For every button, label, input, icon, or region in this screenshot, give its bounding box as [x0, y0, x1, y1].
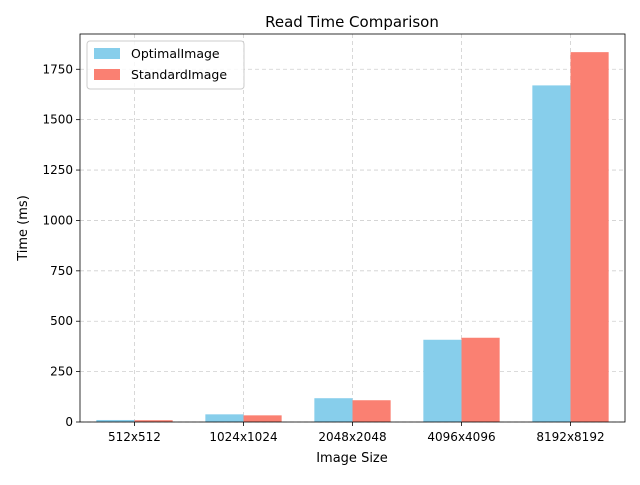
x-axis-label: Image Size: [316, 451, 388, 466]
x-tick-label: 4096x4096: [427, 430, 495, 444]
y-tick-label: 500: [50, 314, 73, 328]
bar-optimalimage-8192x8192: [532, 85, 571, 422]
bar-optimalimage-1024x1024: [205, 414, 244, 422]
x-tick-label: 2048x2048: [318, 430, 386, 444]
y-tick-label: 750: [50, 264, 73, 278]
y-tick-label: 1250: [42, 163, 73, 177]
x-tick-label: 1024x1024: [209, 430, 277, 444]
y-tick-label: 0: [65, 415, 73, 429]
bar-optimalimage-4096x4096: [423, 339, 462, 422]
legend-label-standard: StandardImage: [131, 67, 227, 82]
x-tick-label: 512x512: [108, 430, 161, 444]
chart-title: Read Time Comparison: [265, 13, 439, 31]
legend-swatch-optimal: [94, 48, 120, 59]
bar-standardimage-4096x4096: [461, 337, 500, 422]
legend-swatch-standard: [94, 69, 120, 80]
y-tick-label: 250: [50, 365, 73, 379]
y-axis-label: Time (ms): [16, 195, 31, 262]
bar-optimalimage-512x512: [96, 419, 135, 422]
bar-standardimage-1024x1024: [243, 415, 282, 422]
legend: OptimalImage StandardImage: [86, 40, 245, 90]
bar-standardimage-2048x2048: [352, 400, 391, 422]
bar-standardimage-8192x8192: [570, 52, 609, 422]
legend-label-optimal: OptimalImage: [131, 46, 220, 61]
bar-optimalimage-2048x2048: [314, 398, 353, 422]
legend-frame: [86, 40, 245, 90]
x-axis: 512x512 1024x1024 2048x2048 4096x4096 8192x8…: [108, 422, 605, 444]
x-tick-label: 8192x8192: [536, 430, 604, 444]
y-tick-label: 1750: [42, 62, 73, 76]
y-tick-label: 1000: [42, 213, 73, 227]
y-axis: 0 250 500 750 1000 1250 1500 1750: [42, 62, 80, 429]
y-tick-label: 1500: [42, 113, 73, 127]
bars: [96, 52, 609, 422]
bar-standardimage-512x512: [134, 420, 173, 422]
